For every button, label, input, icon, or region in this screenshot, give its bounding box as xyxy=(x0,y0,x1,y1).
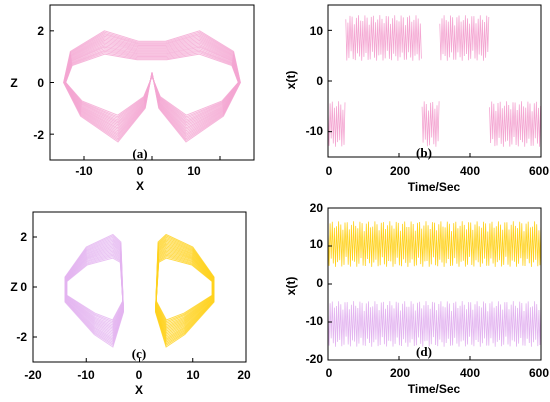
panel-c-series-0-path xyxy=(64,233,125,348)
panel-b-series-0-segment-2 xyxy=(421,101,440,147)
panel-d-series-0-segment-0 xyxy=(327,221,542,267)
panel-c-ytick-1: 0 xyxy=(20,280,27,294)
panel-d-series-group xyxy=(327,221,542,347)
panel-d-ylabel: x(t) xyxy=(284,277,298,296)
panel-d-xlabel: Time/Sec xyxy=(408,382,461,396)
panel-d-ytick-0: 20 xyxy=(310,201,324,215)
panel-a-xtick-0: -10 xyxy=(75,164,93,178)
panel-c-xtick-3: 10 xyxy=(186,368,200,382)
panel-d-ytick-1: 10 xyxy=(310,237,324,251)
panel-d-xtick-0: 0 xyxy=(326,366,333,380)
panel-b-series-group xyxy=(327,15,541,147)
panel-c-ytick-2: -2 xyxy=(16,330,27,344)
panel-d-xtick-2: 400 xyxy=(460,366,480,380)
panel-b-series-0-segment-1 xyxy=(345,15,422,61)
panel-c-xlabel: X xyxy=(135,383,143,397)
panel-b-xlabel: Time/Sec xyxy=(408,180,461,194)
panel-d-ytick-2: 0 xyxy=(316,276,323,290)
panel-a: 2 0 -2 -10 0 10 X Z (a) xyxy=(10,4,255,193)
panel-c-series-1-path xyxy=(154,233,215,348)
panel-c-xtick-2: 0 xyxy=(136,368,143,382)
panel-a-series-0-path xyxy=(63,30,241,143)
panel-b-ylabel: x(t) xyxy=(284,71,298,90)
panel-c-xtick-1: -10 xyxy=(77,368,95,382)
panel-c-label: (c) xyxy=(132,346,146,361)
panel-b-label: (b) xyxy=(416,145,432,160)
panel-b-series-0-segment-4 xyxy=(489,101,541,147)
panel-c: 2 0 -2 -20 -10 0 10 20 X Z (c) xyxy=(10,211,251,397)
panel-b-series-0-segment-0 xyxy=(327,101,346,147)
panel-b-xtick-0: 0 xyxy=(326,164,333,178)
panel-a-ytick-0: 2 xyxy=(37,24,44,38)
panel-b: 10 0 -10 0 200 400 600 Time/Sec x(t) (b) xyxy=(284,4,549,194)
panel-d-ytick-4: -20 xyxy=(306,352,324,366)
panel-a-ytick-2: -2 xyxy=(33,128,44,142)
panel-d-series-1-segment-0 xyxy=(327,301,542,347)
panel-c-series-group xyxy=(64,233,215,348)
panel-a-xtick-1: 0 xyxy=(137,164,144,178)
panel-b-ytick-1: 0 xyxy=(316,74,323,88)
panel-b-xtick-3: 600 xyxy=(529,164,549,178)
panel-d-xtick-1: 200 xyxy=(390,366,410,380)
panel-a-xlabel: X xyxy=(136,179,144,193)
panel-d: 20 10 0 -10 -20 0 200 400 600 Time/Sec x… xyxy=(284,201,549,396)
panel-d-xtick-3: 600 xyxy=(529,366,549,380)
panel-c-ylabel: Z xyxy=(10,280,17,294)
panel-d-label: (d) xyxy=(416,344,432,359)
panel-c-xtick-0: -20 xyxy=(24,368,42,382)
panel-a-label: (a) xyxy=(132,146,147,161)
panel-d-ytick-3: -10 xyxy=(306,314,324,328)
panel-a-series-group xyxy=(63,30,241,143)
panel-c-ytick-0: 2 xyxy=(20,230,27,244)
panel-a-ytick-1: 0 xyxy=(37,76,44,90)
panel-b-series-0-segment-3 xyxy=(439,15,490,61)
panel-b-ytick-2: -10 xyxy=(306,124,324,138)
panel-a-ylabel: Z xyxy=(10,76,17,90)
panel-a-xtick-2: 10 xyxy=(187,164,201,178)
panel-b-ytick-0: 10 xyxy=(310,24,324,38)
panel-c-xtick-4: 20 xyxy=(237,368,251,382)
panel-b-xtick-2: 400 xyxy=(460,164,480,178)
panel-b-xtick-1: 200 xyxy=(390,164,410,178)
